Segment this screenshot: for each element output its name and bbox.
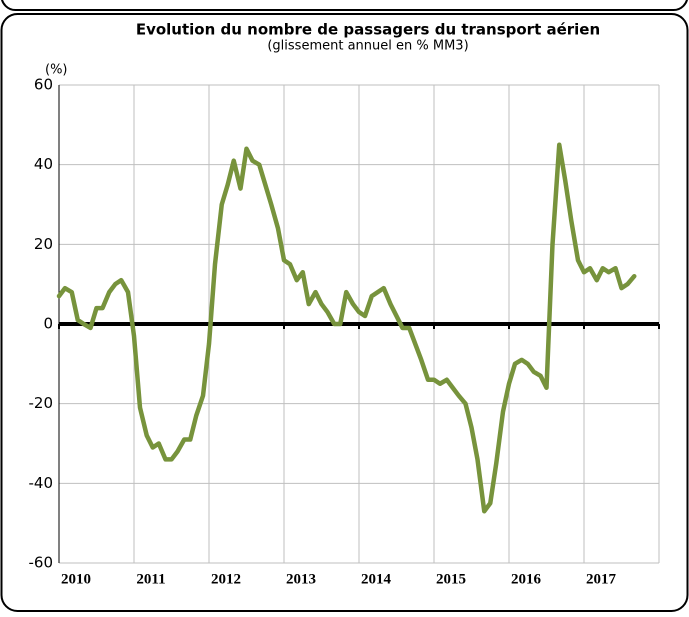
y-tick-label: 40 (34, 155, 53, 173)
chart-title: Evolution du nombre de passagers du tran… (136, 21, 600, 39)
y-tick-label: -20 (29, 394, 54, 412)
data-line (56, 142, 637, 514)
y-tick-label: 0 (43, 315, 53, 333)
frame (0, 13, 689, 612)
x-tick-label: 2012 (211, 571, 241, 587)
x-tick-label: 2016 (511, 571, 542, 587)
prev-frame (1, 0, 688, 11)
y-tick-label: -60 (29, 554, 54, 572)
y-tick-label: -40 (29, 474, 54, 492)
y-axis-label: (%) (45, 63, 68, 78)
y-tick-label: 20 (34, 235, 53, 253)
x-tick-label: 2010 (61, 571, 91, 587)
x-tick-label: 2017 (586, 571, 617, 587)
x-tick-label: 2011 (136, 571, 165, 587)
x-tick-label: 2015 (436, 571, 466, 587)
y-tick-label: 60 (34, 76, 53, 94)
chart-subtitle: (glissement annuel en % MM3) (267, 39, 468, 54)
x-tick-label: 2014 (361, 571, 392, 587)
x-tick-label: 2013 (286, 571, 316, 587)
